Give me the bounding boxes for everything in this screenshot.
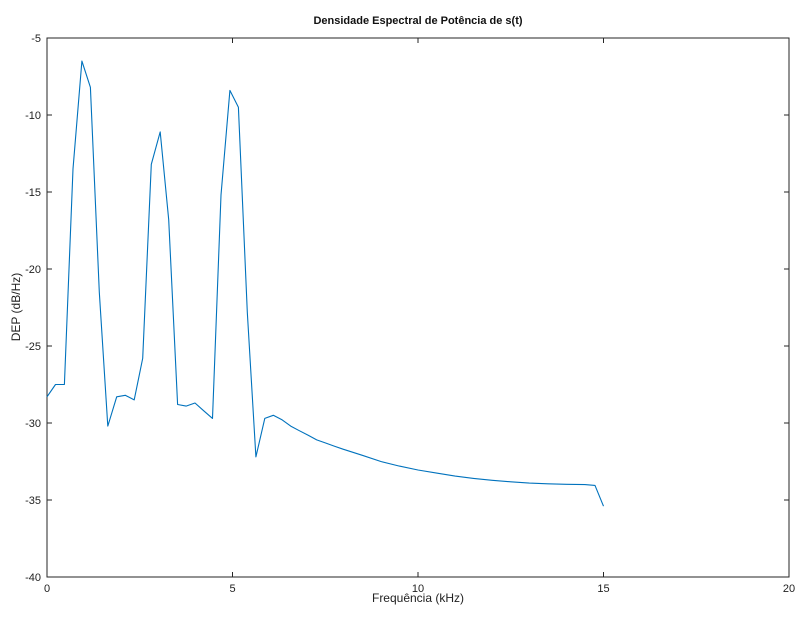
x-tick-label: 20 [783,583,795,595]
x-axis: 0 5 10 15 20 [44,38,795,595]
x-tick-label: 0 [44,583,50,595]
x-tick-label: 10 [412,583,424,595]
y-tick-label: -40 [25,572,41,584]
y-tick-label: -5 [31,33,41,45]
y-tick-label: -30 [25,418,41,430]
y-tick-label: -25 [25,341,41,353]
x-axis-label: Frequência (kHz) [372,591,464,605]
y-tick-label: -35 [25,495,41,507]
y-tick-label: -10 [25,110,41,122]
y-axis-label: DEP (dB/Hz) [9,273,23,341]
x-tick-label: 5 [229,583,235,595]
plot-area [46,37,790,578]
chart-title: Densidade Espectral de Potência de s(t) [313,15,522,27]
psd-series-line [46,60,605,507]
x-tick-label: 15 [597,583,609,595]
y-tick-label: -20 [25,264,41,276]
y-tick-label: -15 [25,187,41,199]
y-axis: -40 -35 -30 -25 -20 -15 -10 -5 [25,33,789,584]
